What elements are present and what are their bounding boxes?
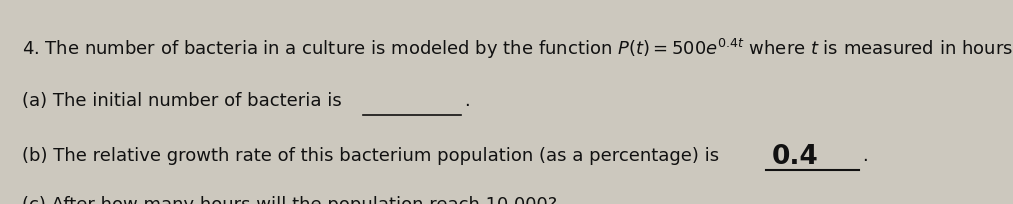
Text: (b) The relative growth rate of this bacterium population (as a percentage) is: (b) The relative growth rate of this bac…: [22, 147, 719, 165]
Text: .: .: [464, 92, 470, 110]
Text: 0.4: 0.4: [772, 144, 819, 170]
Text: (a) The initial number of bacteria is: (a) The initial number of bacteria is: [22, 92, 342, 110]
Text: .: .: [862, 147, 868, 165]
Text: (c) After how many hours will the population reach 10,000?: (c) After how many hours will the popula…: [22, 196, 557, 204]
Text: 4. The number of bacteria in a culture is modeled by the function $P(t) = 500e^{: 4. The number of bacteria in a culture i…: [22, 37, 1013, 61]
